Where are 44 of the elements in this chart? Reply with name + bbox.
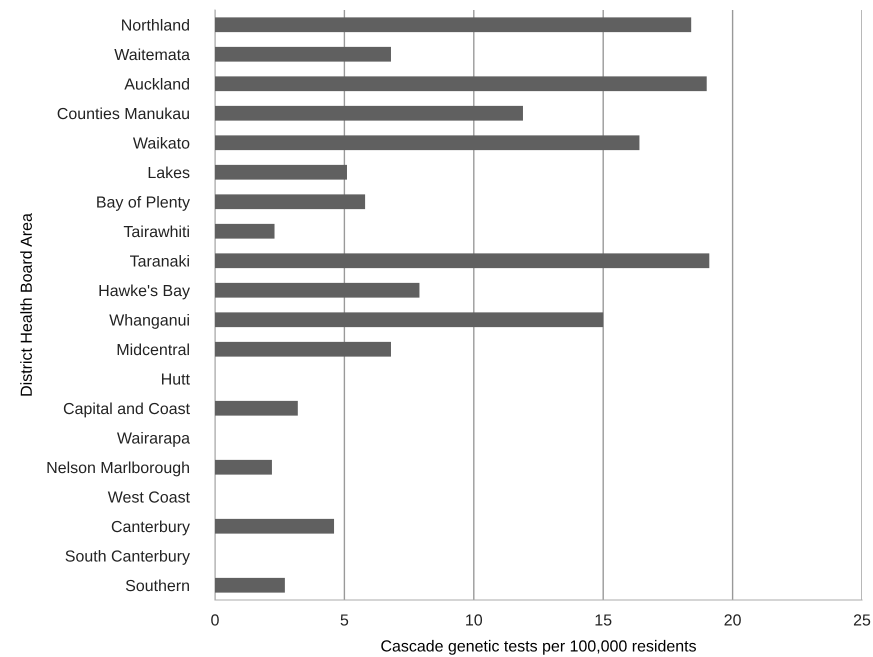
- y-tick-label: Southern: [126, 579, 189, 592]
- bar: [215, 17, 692, 32]
- bar: [215, 282, 420, 298]
- y-tick-label: Midcentral: [118, 343, 189, 356]
- x-tick-label: 20: [724, 614, 741, 626]
- y-axis-title: District Health Board Area: [20, 213, 32, 396]
- y-tick-label: Auckland: [124, 78, 189, 90]
- x-tick-label: 10: [466, 614, 482, 626]
- bar: [215, 253, 710, 268]
- y-tick-label: Hutt: [162, 374, 190, 385]
- y-tick-label: Counties Manukau: [58, 107, 189, 120]
- y-tick-label: Lakes: [148, 166, 190, 178]
- y-tick-label: Canterbury: [112, 520, 190, 536]
- bar: [215, 460, 272, 475]
- x-tick-label: 15: [596, 614, 612, 626]
- y-tick-label: South Canterbury: [66, 550, 190, 565]
- bar: [215, 135, 640, 150]
- y-tick-label: Whanganui: [109, 314, 189, 329]
- y-tick-label: Bay of Plenty: [97, 196, 190, 211]
- y-tick-label: West Coast: [108, 491, 190, 503]
- y-tick-label: Nelson Marlborough: [47, 461, 189, 476]
- y-tick-label: Waikato: [132, 136, 190, 149]
- bar: [215, 400, 298, 416]
- bar: [215, 76, 707, 92]
- y-tick-label: Taranaki: [130, 254, 189, 267]
- bar: [215, 46, 391, 62]
- y-tick-label: Capital and Coast: [64, 402, 190, 418]
- x-axis-title: Cascade genetic tests per 100,000 residents: [381, 640, 696, 655]
- x-tick-label: 5: [340, 614, 348, 626]
- y-tick-label: Hawke's Bay: [99, 284, 190, 300]
- x-tick-label: 25: [854, 614, 870, 626]
- bar: [215, 518, 334, 534]
- x-tick-label: 0: [211, 614, 219, 626]
- y-tick-label: Wairarapa: [116, 432, 190, 447]
- bar: [215, 342, 391, 357]
- bar: [215, 194, 366, 210]
- bar: [215, 312, 604, 328]
- y-tick-label: Waitemata: [114, 48, 190, 60]
- bar: [215, 164, 347, 180]
- bar: [215, 578, 285, 593]
- bar: [215, 106, 523, 121]
- bar: [215, 224, 275, 239]
- y-tick-label: Tairawhiti: [124, 225, 189, 238]
- y-tick-label: Northland: [122, 18, 189, 31]
